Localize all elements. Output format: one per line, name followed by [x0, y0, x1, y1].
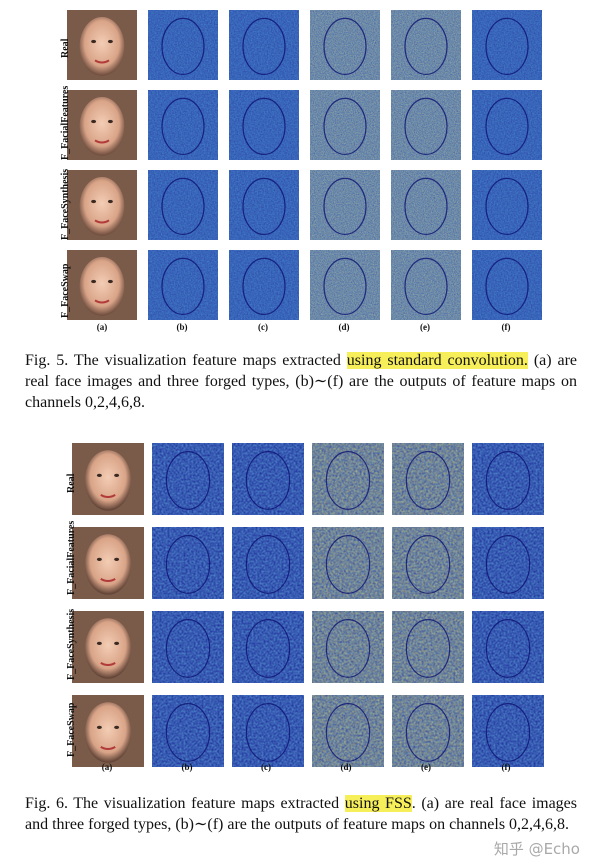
feature-map [229, 170, 299, 240]
watermark: 知乎 @Echo [493, 840, 580, 858]
feature-map [391, 90, 461, 160]
row-label-facial-features: F_FacialFeatures [60, 85, 71, 160]
feature-map [312, 611, 384, 683]
feature-map [472, 250, 542, 320]
face-photo [72, 611, 144, 683]
feature-map [148, 90, 218, 160]
col-label-c: (c) [261, 762, 271, 772]
col-label-a: (a) [101, 762, 113, 772]
col-label-d: (d) [338, 322, 350, 332]
feature-map [472, 695, 544, 767]
feature-map [312, 527, 384, 599]
figure-5-caption: Fig. 5. The visualization feature maps e… [25, 350, 577, 413]
caption-text-rest: (a) are real face images and three forge… [25, 352, 578, 411]
col-label-c: (c) [258, 322, 268, 332]
caption-highlight: using FSS [344, 795, 412, 812]
col-label-f: (f) [501, 762, 511, 772]
face-photo [67, 90, 137, 160]
feature-map [310, 250, 380, 320]
figure-5-grid [67, 10, 542, 320]
feature-map [392, 695, 464, 767]
col-label-f: (f) [501, 322, 511, 332]
feature-map [148, 10, 218, 80]
feature-map [312, 443, 384, 515]
row-label-real: Real [66, 473, 77, 493]
feature-map [312, 695, 384, 767]
feature-map [472, 90, 542, 160]
figure-6-grid [72, 443, 544, 767]
feature-map [152, 695, 224, 767]
feature-map [148, 250, 218, 320]
caption-text-rest: . (a) are real face images and three for… [25, 795, 578, 833]
feature-map [392, 527, 464, 599]
col-label-b: (b) [181, 762, 193, 772]
feature-map [472, 611, 544, 683]
face-photo [72, 443, 144, 515]
feature-map [229, 250, 299, 320]
caption-text: The visualization feature maps extracted [67, 795, 345, 812]
row-label-face-synthesis: F_FaceSynthesis [60, 168, 71, 240]
face-photo [72, 527, 144, 599]
feature-map [391, 250, 461, 320]
face-photo [72, 695, 144, 767]
feature-map [232, 611, 304, 683]
feature-map [152, 527, 224, 599]
row-label-face-swap: F_FaceSwap [60, 263, 71, 318]
feature-map [472, 527, 544, 599]
row-label-face-synthesis: F_FaceSynthesis [66, 608, 77, 680]
col-label-e: (e) [420, 322, 430, 332]
feature-map [472, 10, 542, 80]
feature-map [232, 695, 304, 767]
caption-prefix: Fig. 5. [25, 352, 69, 369]
feature-map [392, 443, 464, 515]
feature-map [472, 443, 544, 515]
feature-map [310, 10, 380, 80]
figure-6: Real F_FacialFeatures F_FaceSynthesis F_… [0, 435, 600, 780]
feature-map [391, 10, 461, 80]
feature-map [472, 170, 542, 240]
feature-map [229, 90, 299, 160]
figure-6-caption: Fig. 6. The visualization feature maps e… [25, 793, 577, 835]
caption-prefix: Fig. 6. [25, 795, 68, 812]
feature-map [229, 10, 299, 80]
face-photo [67, 10, 137, 80]
col-label-a: (a) [96, 322, 108, 332]
caption-highlight: using standard convolution. [346, 352, 528, 369]
col-label-b: (b) [176, 322, 188, 332]
caption-text: The visualization feature maps extracted [68, 352, 347, 369]
feature-map [310, 90, 380, 160]
feature-map [152, 443, 224, 515]
col-label-e: (e) [421, 762, 431, 772]
feature-map [392, 611, 464, 683]
feature-map [232, 443, 304, 515]
feature-map [391, 170, 461, 240]
face-photo [67, 250, 137, 320]
face-photo [67, 170, 137, 240]
col-label-d: (d) [340, 762, 352, 772]
row-label-real: Real [60, 38, 71, 58]
feature-map [148, 170, 218, 240]
row-label-facial-features: F_FacialFeatures [66, 520, 77, 595]
row-label-face-swap: F_FaceSwap [66, 702, 77, 757]
feature-map [232, 527, 304, 599]
figure-5: Real F_FacialFeatures F_FaceSynthesis F_… [0, 0, 600, 340]
feature-map [310, 170, 380, 240]
feature-map [152, 611, 224, 683]
